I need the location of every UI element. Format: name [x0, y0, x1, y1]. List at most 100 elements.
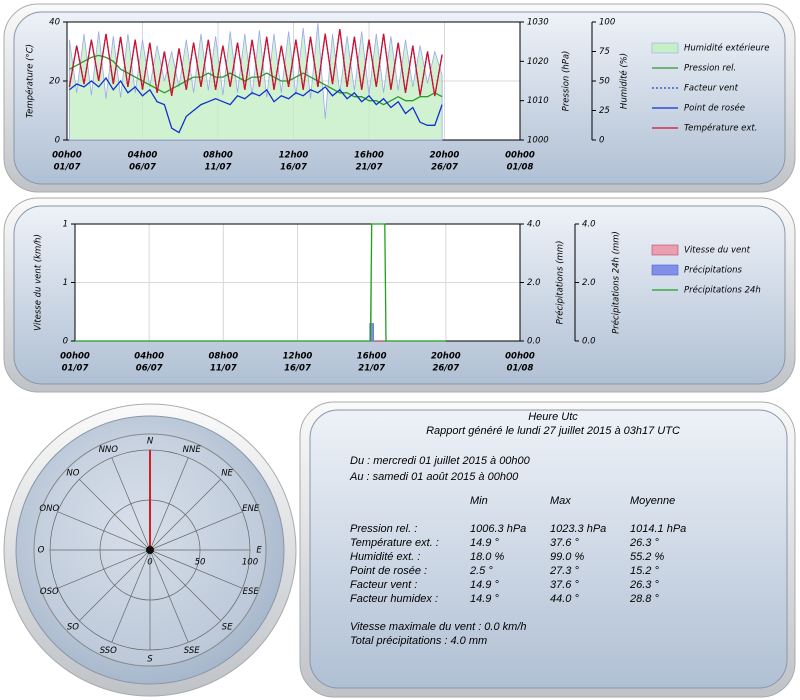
x-tick-date: 06/07 [129, 163, 156, 173]
direction-label: E [256, 546, 262, 556]
spoke [57, 549, 151, 589]
bar [369, 323, 374, 342]
x-tick-date: 11/07 [205, 163, 232, 173]
direction-label: NNO [99, 445, 119, 455]
direction-label: NE [221, 468, 233, 478]
row-label: Pression rel. : [350, 523, 417, 535]
cell: 1023.3 hPa [550, 523, 606, 535]
x-tick-label: 08h00 [203, 151, 233, 161]
legend-label: Précipitations [684, 265, 742, 276]
spoke [149, 479, 221, 551]
cell: 28.8 ° [629, 593, 659, 605]
report-footer: Total précipitations : 4.0 mm [350, 635, 487, 647]
legend-label: Humidité extérieure [684, 43, 769, 54]
spoke [149, 511, 243, 551]
y-tick-label: 20 [49, 77, 60, 87]
direction-label: SE [222, 623, 233, 633]
x-tick-label: 16h00 [357, 352, 387, 362]
report-footer: Vitesse maximale du vent : 0.0 km/h [350, 621, 527, 633]
y-tick-label: 40 [49, 18, 60, 28]
row-label: Point de rosée : [350, 565, 427, 577]
report-from: Du : mercredi 01 juillet 2015 à 00h00 [350, 455, 531, 467]
y2-tick-label: 1000 [527, 136, 549, 146]
legend-label: Facteur vent [684, 84, 739, 94]
cell: 14.9 ° [470, 593, 499, 605]
legend-swatch [651, 42, 679, 54]
y3-tick-label: 0 [599, 136, 604, 146]
y3-tick-label: 0.0 [582, 337, 596, 347]
y3-tick-label: 25 [599, 106, 610, 116]
y2-tick-label: 1010 [527, 96, 549, 106]
report-to: Au : samedi 01 août 2015 à 00h00 [349, 471, 519, 483]
spoke [79, 479, 151, 551]
direction-label: ONO [39, 504, 59, 514]
y2-tick-label: 0.0 [527, 337, 541, 347]
y2-axis-label: Pression (hPa) [562, 51, 572, 112]
x-tick-date: 01/08 [507, 364, 534, 374]
y-axis-label: Température (°C) [25, 44, 36, 118]
y2-tick-label: 2.0 [527, 278, 541, 288]
direction-label: SO [67, 623, 79, 633]
cell: 37.6 ° [550, 537, 579, 549]
report-title: Heure Utc [528, 411, 578, 423]
x-tick-label: 20h00 [431, 352, 461, 362]
cell: 1006.3 hPa [470, 523, 526, 535]
x-tick-label: 12h00 [279, 151, 309, 161]
x-tick-date: 21/07 [356, 163, 383, 173]
direction-label: ENE [242, 504, 260, 514]
line [68, 76, 443, 134]
r-tick-label: 50 [195, 558, 206, 568]
x-tick-date: 26/07 [431, 163, 458, 173]
x-tick-date: 16/07 [280, 163, 307, 173]
y3-axis-label: Précipitations 24h (mm) [611, 231, 622, 334]
direction-label: NNE [183, 445, 202, 455]
x-tick-date: 01/07 [54, 163, 81, 173]
x-tick-date: 01/08 [507, 163, 534, 173]
line [75, 223, 446, 342]
y3-tick-label: 4.0 [582, 220, 596, 230]
y-tick-label: 1 [63, 278, 68, 288]
direction-label: OSO [40, 587, 59, 597]
cell: 14.9 ° [470, 537, 499, 549]
x-tick-date: 06/07 [136, 364, 163, 374]
y-tick-label: 1 [63, 220, 68, 230]
row-label: Humidité ext. : [350, 551, 420, 563]
x-tick-date: 21/07 [358, 364, 385, 374]
cell: 99.0 % [550, 551, 584, 563]
direction-label: ESE [243, 587, 260, 597]
x-tick-date: 11/07 [210, 364, 237, 374]
report: Heure Utc Rapport généré le lundi 27 jui… [349, 411, 686, 647]
direction-label: SSO [100, 646, 117, 656]
cell: 26.3 ° [629, 537, 659, 549]
y2-tick-label: 1020 [527, 57, 549, 67]
line [68, 29, 443, 97]
x-tick-label: 16h00 [354, 151, 384, 161]
x-tick-date: 26/07 [432, 364, 459, 374]
spoke [149, 457, 189, 551]
y3-tick-label: 2.0 [582, 278, 596, 288]
x-tick-label: 00h00 [505, 352, 535, 362]
legend-label: Pression rel. [684, 64, 736, 74]
direction-label: O [38, 546, 45, 556]
x-tick-label: 12h00 [283, 352, 313, 362]
row-label: Facteur vent : [350, 579, 417, 591]
spoke [149, 549, 221, 621]
y-tick-label: 0 [63, 337, 68, 347]
spoke [149, 549, 189, 643]
legend-swatch [651, 264, 679, 276]
spoke [57, 511, 151, 551]
direction-label: N [147, 437, 154, 447]
legend-label: Point de rosée [684, 103, 745, 114]
direction-label: S [147, 655, 153, 665]
legend-swatch [651, 244, 679, 256]
x-tick-label: 00h00 [60, 352, 90, 362]
y3-tick-label: 100 [599, 18, 615, 28]
column-header: Max [550, 495, 571, 507]
cell: 26.3 ° [629, 579, 659, 591]
legend-label: Vitesse du vent [684, 246, 751, 256]
x-tick-label: 08h00 [208, 352, 238, 362]
spoke [111, 457, 151, 551]
spoke [149, 549, 243, 589]
x-tick-label: 00h00 [52, 151, 82, 161]
